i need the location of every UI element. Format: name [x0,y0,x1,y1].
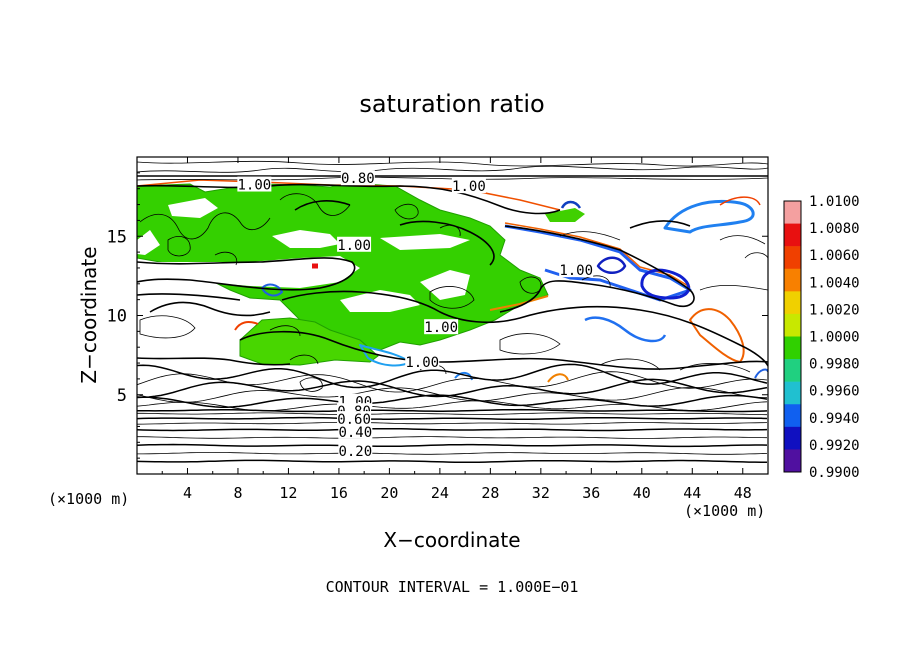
contour-label-bg [424,319,459,335]
x-tick-label: 48 [734,484,752,502]
y-axis: 5 10 15 [107,172,768,459]
contour-label-bg [405,354,440,370]
colorbar-swatch [784,359,801,382]
x-tick-label: 28 [481,484,499,502]
colorbar-swatch [784,426,801,450]
lower-contour-line [137,412,768,416]
x-tick-label: 24 [431,484,449,502]
lower-contour-line [137,363,768,389]
lower-contour-line [137,452,768,455]
lower-contour-line [137,400,768,412]
colorbar-swatch [784,268,801,292]
x-tick-label: 44 [683,484,701,502]
x-tick-label: 12 [279,484,297,502]
colorbar-label: 1.0060 [809,248,860,264]
contour-label-bg [451,178,486,194]
contour-labels: 1.000.801.001.001.001.001.001.000.800.60… [237,170,594,460]
colorbar-label: 1.0000 [809,330,860,346]
contour-label-bg [337,411,372,427]
x-axis-label: X−coordinate [383,528,520,552]
lower-contour-line [137,416,768,421]
colorbar-label: 1.0100 [809,194,860,210]
colorbar-swatch [784,201,801,224]
colorbar-label: 0.9920 [809,438,860,454]
contour-label: 1.00 [559,263,593,279]
lower-contour-stack [137,363,768,464]
lower-contour-line [137,427,768,432]
contour-label-bg [338,423,373,439]
colorbar-label: 0.9940 [809,411,860,427]
y-tick-label: 15 [107,227,127,247]
lower-contour-line [137,386,768,403]
contour-label: 1.00 [238,178,272,194]
colorbar-swatch [784,381,801,405]
x-tick-label: 36 [582,484,600,502]
x-axis-unit: (×1000 m) [684,502,765,520]
colorbar-swatch [784,336,801,360]
contour-label: 0.20 [338,444,372,460]
colorbar-label: 0.9980 [809,357,860,373]
x-tick-label: 8 [233,484,242,502]
x-tick-label: 4 [183,484,192,502]
colorbar-label: 0.9960 [809,384,860,400]
colorbar-label: 1.0020 [809,302,860,318]
colorbar-label: 1.0040 [809,275,860,291]
contour-label: 1.00 [452,179,486,195]
lower-contour-line [137,443,768,448]
contour-label: 0.40 [338,425,372,441]
y-axis-label: Z−coordinate [77,246,101,383]
contour-lines [137,160,768,392]
colorbar-swatch [784,404,801,428]
y-axis-unit: (×1000 m) [48,490,129,508]
colorbar: 1.0100 1.0080 1.0060 1.0040 1.0020 1.0000 0.99… [783,194,860,481]
cloud-rims [137,179,768,383]
x-tick-label: 20 [380,484,398,502]
green-region-right [545,208,585,222]
contour-label: 1.00 [424,320,458,336]
colorbar-swatch [784,313,801,337]
x-tick-label: 32 [532,484,550,502]
contour-label-bg [337,236,372,252]
x-tick-label: 40 [633,484,651,502]
contour-label-bg [340,170,375,186]
contour-label-bg [237,176,272,192]
lower-contour-line [137,436,768,439]
colorbar-swatch [784,449,801,473]
x-axis: 4 8 12 16 20 24 28 32 36 40 44 48 [161,157,752,502]
x-tick-label: 16 [330,484,348,502]
y-tick-label: 10 [107,307,127,327]
lower-contour-line [137,421,768,425]
colorbar-label: 0.9900 [809,465,860,481]
contour-label-bg [338,442,373,458]
chart-title: saturation ratio [359,90,544,118]
contour-label-bg [559,262,594,278]
contour-label: 1.00 [405,355,439,371]
contour-1-00 [137,183,768,370]
lower-contour-line [137,394,768,408]
colorbar-swatch [784,223,801,247]
lower-contour-line [137,408,768,413]
plot-field [137,160,768,464]
colorbar-swatch [784,291,801,315]
lower-contour-line [137,459,767,464]
colorbar-swatch [784,246,801,270]
contour-interval-note: CONTOUR INTERVAL = 1.000E−01 [326,578,579,596]
colorbar-label: 1.0080 [809,221,860,237]
contour-label: 1.00 [337,238,371,254]
y-tick-label: 5 [117,386,127,406]
contour-label: 0.80 [341,171,375,187]
colorbar-frame [783,200,802,473]
